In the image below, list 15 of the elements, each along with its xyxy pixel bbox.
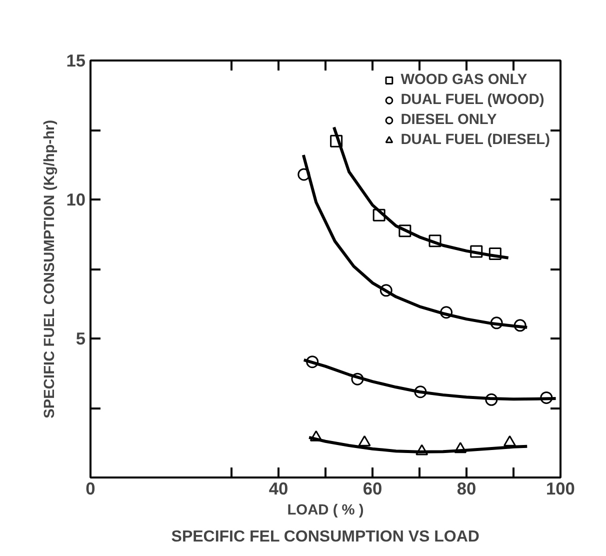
- x-tick-label: 0: [86, 478, 96, 498]
- legend-label: WOOD GAS ONLY: [400, 72, 528, 88]
- x-tick-label: 80: [456, 478, 476, 498]
- x-tick-label: 100: [546, 478, 575, 498]
- y-tick-label: 10: [66, 190, 86, 210]
- y-tick-label: 15: [66, 50, 86, 70]
- x-tick-label: 40: [268, 478, 288, 498]
- y-axis-title: SPECIFIC FUEL CONSUMPTION (Kg/hp-hr): [42, 120, 58, 418]
- y-tick-label: 5: [76, 328, 86, 348]
- x-axis-title: LOAD ( % ): [287, 502, 364, 518]
- legend-label: DUAL FUEL (WOOD): [400, 92, 544, 108]
- legend-label: DUAL FUEL (DIESEL): [400, 132, 550, 148]
- x-tick-label: 60: [362, 478, 382, 498]
- text: SPECIFIC FEL CONSUMPTION VS LOAD: [171, 528, 480, 546]
- legend-label: DIESEL ONLY: [400, 112, 497, 128]
